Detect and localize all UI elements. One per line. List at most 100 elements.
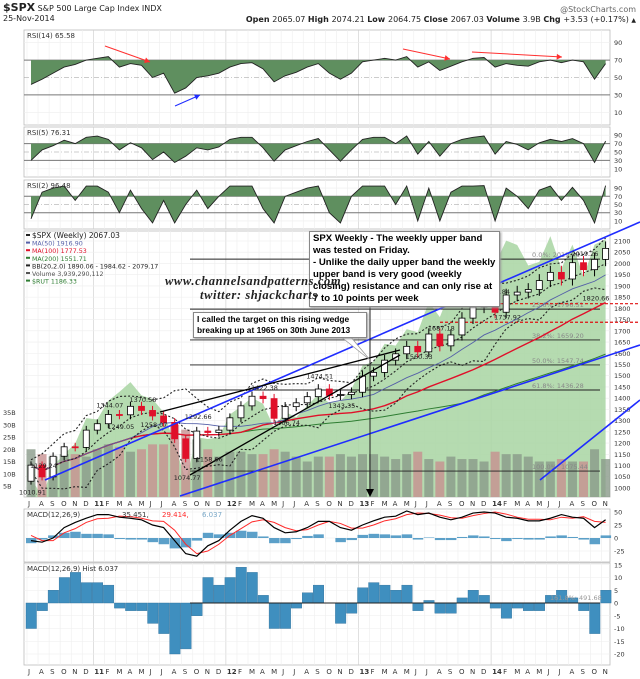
candle-body [314,388,322,398]
price-point-label: 1370.58 [130,396,157,404]
quote-label: Close [423,15,451,24]
candle-body [580,262,587,271]
volume-bar [567,461,577,497]
month-tick-label: M [514,500,520,508]
month-tick-label: F [503,668,507,676]
channel-line [539,399,640,481]
month-tick-label: S [581,668,586,676]
rsi-tick-label: 50 [614,74,622,82]
volume-bar [225,451,235,497]
rsi-tick-label: 70 [614,140,622,148]
volume-bar [103,444,113,497]
month-tick-label: J [27,500,30,508]
candle-body [425,333,433,353]
rsi-tick-label: 50 [614,201,622,209]
candle-body [381,359,389,373]
candle-body [569,262,576,280]
candle-body [27,464,35,482]
month-tick-label: M [536,500,542,508]
month-tick-label: 13 [360,500,370,508]
volume-bar [435,461,445,497]
month-tick-label: J [281,668,284,676]
month-tick-label: O [459,668,465,676]
hist-bar [58,577,70,604]
month-tick-label: O [459,500,465,508]
divergence-arrow [104,45,151,63]
month-tick-label: M [271,668,277,676]
volume-bar [81,456,91,497]
month-tick-label: D [481,500,486,508]
month-tick-label: J [425,668,428,676]
note-line: breaking up at 1965 on 30th June 2013 [197,325,351,335]
volume-bar [380,456,390,497]
month-tick-label: M [514,668,520,676]
volume-bar [280,451,290,497]
macd-tick-label: 50 [614,509,622,517]
wedge-line [189,354,401,476]
candle-body [502,294,510,313]
month-tick-label: D [83,500,88,508]
price-tick-label: 1200 [614,440,631,448]
month-tick-label: S [50,500,55,508]
month-tick-label: S [315,500,320,508]
month-tick-label: O [61,668,67,676]
month-tick-label: D [216,668,221,676]
price-tick-label: 2050 [614,249,631,257]
month-tick-label: O [61,500,67,508]
macd-hist-bar [136,538,147,540]
macd-hist-bar [48,535,59,538]
volume-tick-label: 20B [3,446,16,454]
hist-tick-label: 5 [614,587,618,595]
month-tick-label: A [525,500,530,508]
volume-bar [545,461,555,497]
macd-hist-bar [456,536,468,538]
macd-hist-bar [191,538,203,541]
rsi-tick-label: 10 [614,165,622,173]
rsi-legend: RSI(14) 65.58 [27,32,75,40]
month-tick-label: F [238,668,242,676]
candle-body [591,258,598,271]
candle-body [524,289,532,293]
candle-body [215,429,223,433]
macd-hist-bar [291,538,302,540]
macd-tick-label: 25 [614,522,622,530]
rsi-tick-label: 30 [614,209,622,217]
macd-hist-bar [247,531,258,538]
candle-body [336,394,344,396]
volume-bar [236,451,246,497]
price-tick-label: 1650 [614,339,631,347]
volume-bar [601,459,611,497]
rsi-tick-label: 10 [614,109,622,117]
hist-bar [478,595,490,604]
volume-tick-label: 25B [3,434,16,442]
annotation-note-wedge: I called the target on this rising wedge… [193,312,367,338]
callout-pointer [339,335,371,361]
hist-bar [25,602,37,629]
macd-hist-bar [600,535,612,538]
hist-bar [357,587,369,604]
symbol: $SPX [3,1,36,14]
price-point-label: 1158.66 [196,455,223,463]
price-point-label: 1343.35 [328,402,355,410]
month-tick-label: D [216,500,221,508]
month-tick-label: M [271,500,277,508]
volume-bar [247,454,257,497]
month-tick-label: D [481,668,486,676]
macd-hist-bar [357,534,368,538]
macd-hist-bar [401,534,413,538]
arrowhead-icon [444,55,450,61]
macd-hist-bar [556,535,567,538]
macd-hist-bar [368,533,380,538]
hist-bar [114,602,126,609]
month-tick-label: A [525,668,530,676]
price-legend-entry: $RUT 1186.33 [32,279,77,286]
macd-hist-bar [578,538,589,540]
volume-bar [114,446,124,497]
volume-bar [402,454,412,497]
month-tick-label: S [50,668,55,676]
legend-swatch [26,234,30,236]
month-tick-label: 14 [492,668,502,676]
month-tick-label: S [581,500,586,508]
month-tick-label: O [326,668,332,676]
month-tick-label: J [546,500,549,508]
